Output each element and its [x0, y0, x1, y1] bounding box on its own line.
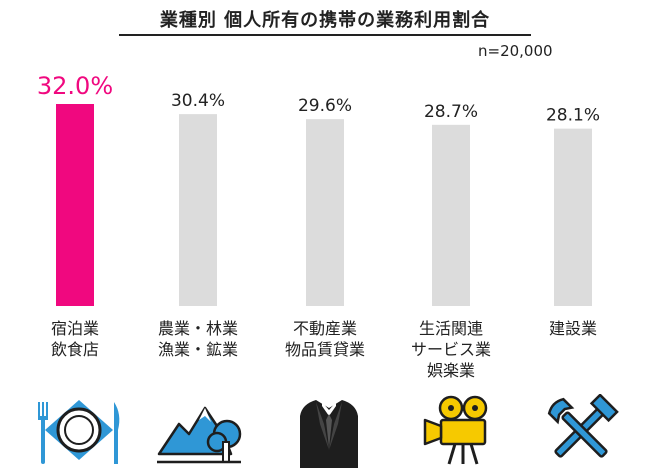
category-label-line: 宿泊業 — [50, 319, 99, 338]
chart-title: 業種別 個人所有の携帯の業務利用割合 — [159, 10, 491, 31]
value-label-3: 28.7% — [424, 102, 478, 122]
movie-camera-icon — [423, 395, 488, 465]
mountain-tree-icon — [157, 406, 242, 464]
value-label-0: 32.0% — [37, 72, 113, 100]
bar-0 — [56, 104, 94, 306]
suit-icon — [300, 400, 358, 468]
category-label-line: 不動産業 — [292, 319, 357, 338]
category-label-1: 農業・林業漁業・鉱業 — [138, 318, 258, 360]
dining-icon — [38, 400, 120, 464]
category-label-line: 建設業 — [548, 319, 597, 338]
bar-3 — [432, 124, 470, 306]
category-label-line: 漁業・鉱業 — [157, 340, 238, 359]
category-label-3: 生活関連サービス業娯楽業 — [391, 318, 511, 381]
category-label-0: 宿泊業 飲食店 — [15, 318, 135, 360]
bar-1 — [179, 114, 217, 306]
value-label-1: 30.4% — [171, 91, 225, 111]
category-label-line: 飲食店 — [50, 340, 99, 359]
title-underline — [119, 34, 531, 36]
value-label-2: 29.6% — [298, 96, 352, 116]
category-label-line: 物品賃貸業 — [284, 340, 365, 359]
category-label-line: サービス業 — [410, 340, 491, 359]
category-label-2: 不動産業 物品賃貸業 — [265, 318, 385, 360]
bar-chart: 32.0% 30.4% 29.6% 28.7% 28.1% — [37, 72, 600, 307]
category-label-4: 建設業 — [513, 318, 633, 339]
category-label-line: 娯楽業 — [426, 361, 475, 380]
bar-4 — [554, 128, 592, 306]
tools-icon — [547, 394, 619, 458]
category-label-line: 生活関連 — [418, 319, 483, 338]
sample-size-label: n=20,000 — [478, 42, 553, 60]
bar-2 — [306, 119, 344, 307]
category-label-line: 農業・林業 — [157, 319, 238, 338]
value-label-4: 28.1% — [546, 106, 600, 126]
